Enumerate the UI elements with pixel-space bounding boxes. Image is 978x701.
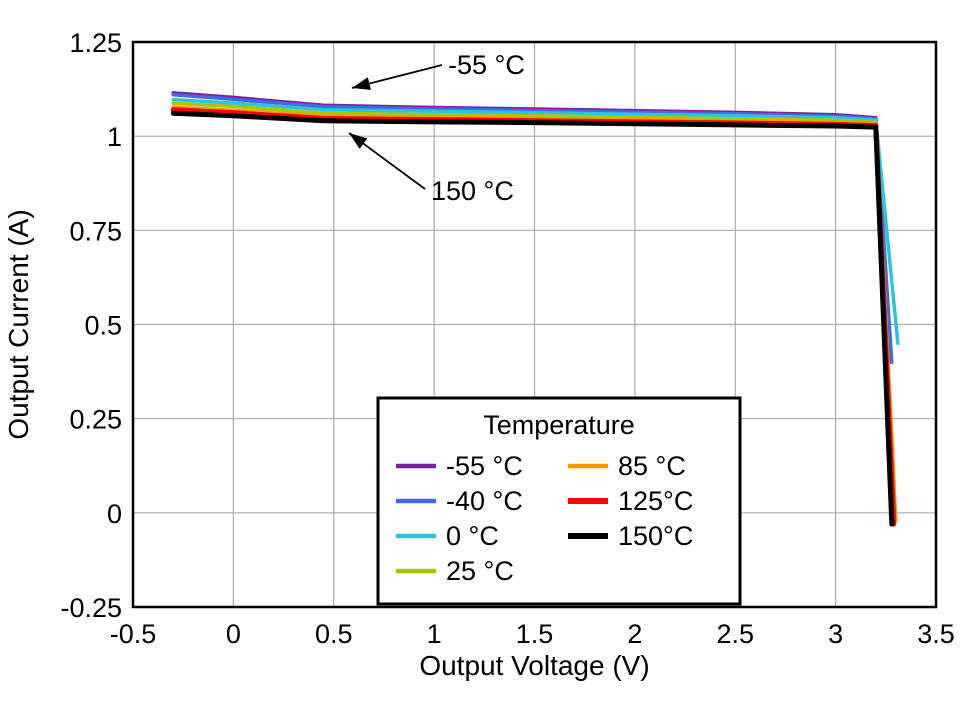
annotation-arrow bbox=[348, 132, 426, 190]
legend-label: -40 °C bbox=[446, 486, 523, 516]
x-tick-label: 0.5 bbox=[315, 619, 353, 649]
y-tick-label: 0.25 bbox=[69, 405, 122, 435]
x-tick-label: 1.5 bbox=[516, 619, 554, 649]
series-line--40cc bbox=[171, 92, 894, 364]
series-line-25cc bbox=[171, 101, 896, 477]
x-axis-title: Output Voltage (V) bbox=[419, 650, 649, 681]
legend-label: 125°C bbox=[618, 486, 693, 516]
legend-title: Temperature bbox=[483, 410, 635, 440]
y-tick-label: 0 bbox=[107, 499, 122, 529]
plot-frame bbox=[131, 40, 938, 609]
y-tick-label: 0.75 bbox=[69, 216, 122, 246]
x-tick-label: 2 bbox=[627, 619, 642, 649]
y-tick-label: 0.5 bbox=[84, 311, 122, 341]
annotation-arrow bbox=[351, 64, 443, 90]
y-axis-title: Output Current (A) bbox=[3, 209, 34, 439]
legend-label: 0 °C bbox=[446, 521, 499, 551]
series-line--55cc bbox=[171, 91, 892, 364]
x-tick-label: -0.5 bbox=[110, 619, 157, 649]
x-tick-label: 3 bbox=[828, 619, 843, 649]
x-tick-label: 2.5 bbox=[716, 619, 754, 649]
annotation-label: 150 °C bbox=[431, 176, 514, 206]
legend-label: 150°C bbox=[618, 521, 693, 551]
legend-label: -55 °C bbox=[446, 451, 523, 481]
series-line-0cc bbox=[171, 97, 900, 346]
legend-label: 85 °C bbox=[618, 451, 686, 481]
y-tick-label: 1.25 bbox=[69, 28, 122, 58]
x-tick-label: 1 bbox=[427, 619, 442, 649]
legend-box bbox=[376, 396, 742, 606]
y-tick-label: -0.25 bbox=[60, 593, 122, 623]
annotation-label: -55 °C bbox=[448, 50, 525, 80]
x-tick-label: 0 bbox=[226, 619, 241, 649]
series-line-150cc bbox=[170, 110, 895, 527]
legend-label: 25 °C bbox=[446, 556, 514, 586]
x-tick-label: 3.5 bbox=[917, 619, 955, 649]
y-tick-label: 1 bbox=[107, 122, 122, 152]
